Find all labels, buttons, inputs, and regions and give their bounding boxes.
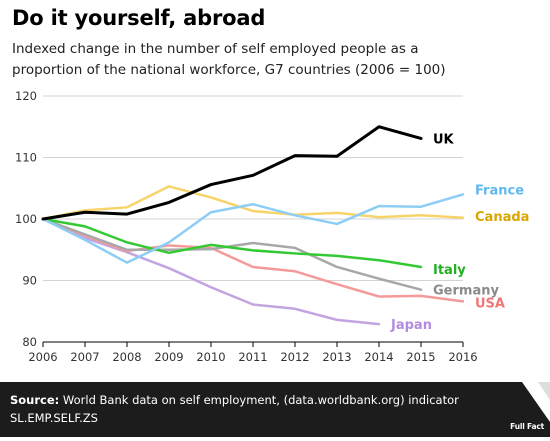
x-tick-label: 2016 [448, 350, 477, 364]
footer: Source: World Bank data on self employme… [0, 382, 550, 437]
logo-shape-icon [522, 382, 550, 422]
x-tick-label: 2006 [28, 350, 57, 364]
series-label-italy: Italy [433, 263, 466, 278]
series-label-germany: Germany [433, 284, 499, 299]
chart-title: Do it yourself, abroad [12, 6, 266, 30]
x-tick-label: 2011 [238, 350, 267, 364]
x-tick-label: 2008 [112, 350, 141, 364]
series-label-uk: UK [433, 132, 455, 147]
series-line-japan [41, 217, 381, 326]
chart-subtitle: Indexed change in the number of self emp… [12, 41, 446, 78]
series-line-germany [41, 217, 423, 291]
series-label-france: France [475, 183, 524, 198]
series-lines [41, 125, 465, 326]
axes: 80 90 100 110 120 2006 2007 2008 2009 2010 2011 201… [15, 89, 478, 364]
full-fact-logo: Full Fact [500, 382, 550, 437]
series-line-usa [41, 217, 465, 303]
source-text: World Bank data on self employment, (dat… [10, 393, 459, 425]
series-label-japan: Japan [390, 318, 432, 333]
series-line-italy [41, 217, 423, 269]
x-tick-label: 2012 [280, 350, 309, 364]
y-tick-label: 120 [15, 89, 37, 103]
grid [43, 95, 463, 343]
series-label-canada: Canada [475, 210, 529, 225]
y-tick-label: 100 [15, 212, 37, 226]
y-tick-label: 90 [22, 274, 37, 288]
x-tick-label: 2007 [70, 350, 99, 364]
source-note: Source: World Bank data on self employme… [10, 391, 480, 427]
logo-text: Full Fact [510, 422, 544, 431]
x-tick-label: 2009 [154, 350, 183, 364]
x-tick-label: 2013 [322, 350, 351, 364]
series-line-uk [41, 125, 423, 221]
x-tick-label: 2015 [406, 350, 435, 364]
x-tick-label: 2014 [364, 350, 393, 364]
y-tick-label: 110 [15, 151, 37, 165]
y-tick-label: 80 [22, 335, 37, 349]
x-tick-label: 2010 [196, 350, 225, 364]
source-label: Source: [10, 393, 60, 407]
line-chart: 80 90 100 110 120 2006 2007 2008 2009 2010 2011 201… [15, 89, 529, 364]
series-line-france [41, 193, 465, 264]
series-label-usa: USA [475, 296, 505, 311]
series-line-canada [41, 185, 465, 221]
